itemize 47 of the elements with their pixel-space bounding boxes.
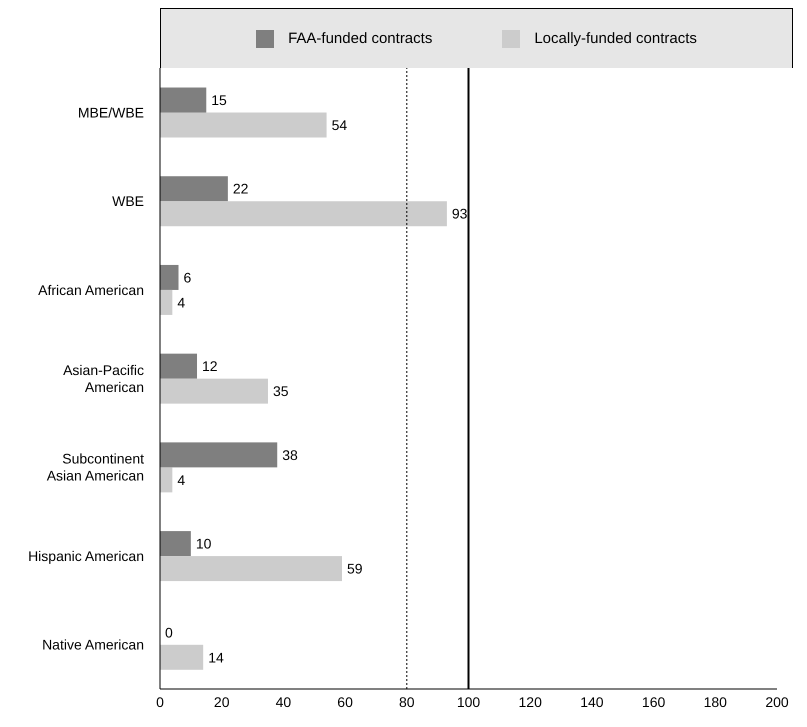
x-tick-label: 200 — [765, 694, 789, 710]
x-tick-label: 40 — [276, 694, 292, 710]
legend-label: FAA-funded contracts — [288, 30, 432, 47]
x-tick-label: 20 — [214, 694, 230, 710]
y-tick-label: Native American — [42, 636, 144, 653]
x-tick-label: 140 — [580, 694, 604, 710]
y-tick-label: WBE — [112, 193, 144, 210]
bar — [160, 354, 198, 379]
data-label: 59 — [347, 560, 363, 577]
data-label: 4 — [177, 294, 186, 310]
y-tick-label: African American — [38, 282, 144, 298]
y-tick-label: Asian-Pacific American — [63, 362, 144, 395]
x-tick-label: 100 — [456, 694, 480, 710]
data-label: 12 — [202, 358, 218, 374]
data-label: 35 — [272, 383, 289, 400]
y-tick-label: MBE/WBE — [78, 104, 144, 120]
x-tick-label: 0 — [156, 694, 164, 710]
y-tick-label: Subcontinent Asian American — [46, 450, 144, 484]
bar — [160, 644, 204, 670]
data-label: 22 — [232, 180, 249, 197]
data-label: 93 — [452, 206, 468, 222]
data-label: 0 — [165, 624, 173, 640]
data-label: 14 — [208, 649, 224, 666]
bar — [160, 201, 447, 226]
x-tick-label: 80 — [399, 694, 415, 710]
data-label: 54 — [332, 117, 348, 134]
x-tick-label: 180 — [704, 694, 728, 710]
bar — [160, 112, 327, 138]
y-tick-label: Hispanic American — [28, 548, 144, 564]
legend-label: Locally-funded contracts — [534, 30, 697, 47]
x-tick-label: 60 — [337, 694, 354, 710]
bar — [160, 556, 342, 582]
bar — [160, 290, 172, 315]
bar — [160, 88, 206, 113]
bar — [160, 378, 268, 404]
bar — [160, 531, 191, 556]
data-label: 6 — [184, 269, 192, 286]
data-label: 15 — [211, 92, 228, 108]
data-label: 10 — [196, 536, 212, 552]
bar — [160, 176, 228, 202]
data-label: 4 — [177, 472, 186, 488]
x-tick-label: 160 — [642, 694, 666, 710]
bar — [160, 442, 278, 468]
bar — [160, 467, 172, 492]
bar — [160, 264, 179, 290]
data-label: 38 — [282, 446, 298, 463]
x-tick-label: 120 — [518, 694, 542, 710]
